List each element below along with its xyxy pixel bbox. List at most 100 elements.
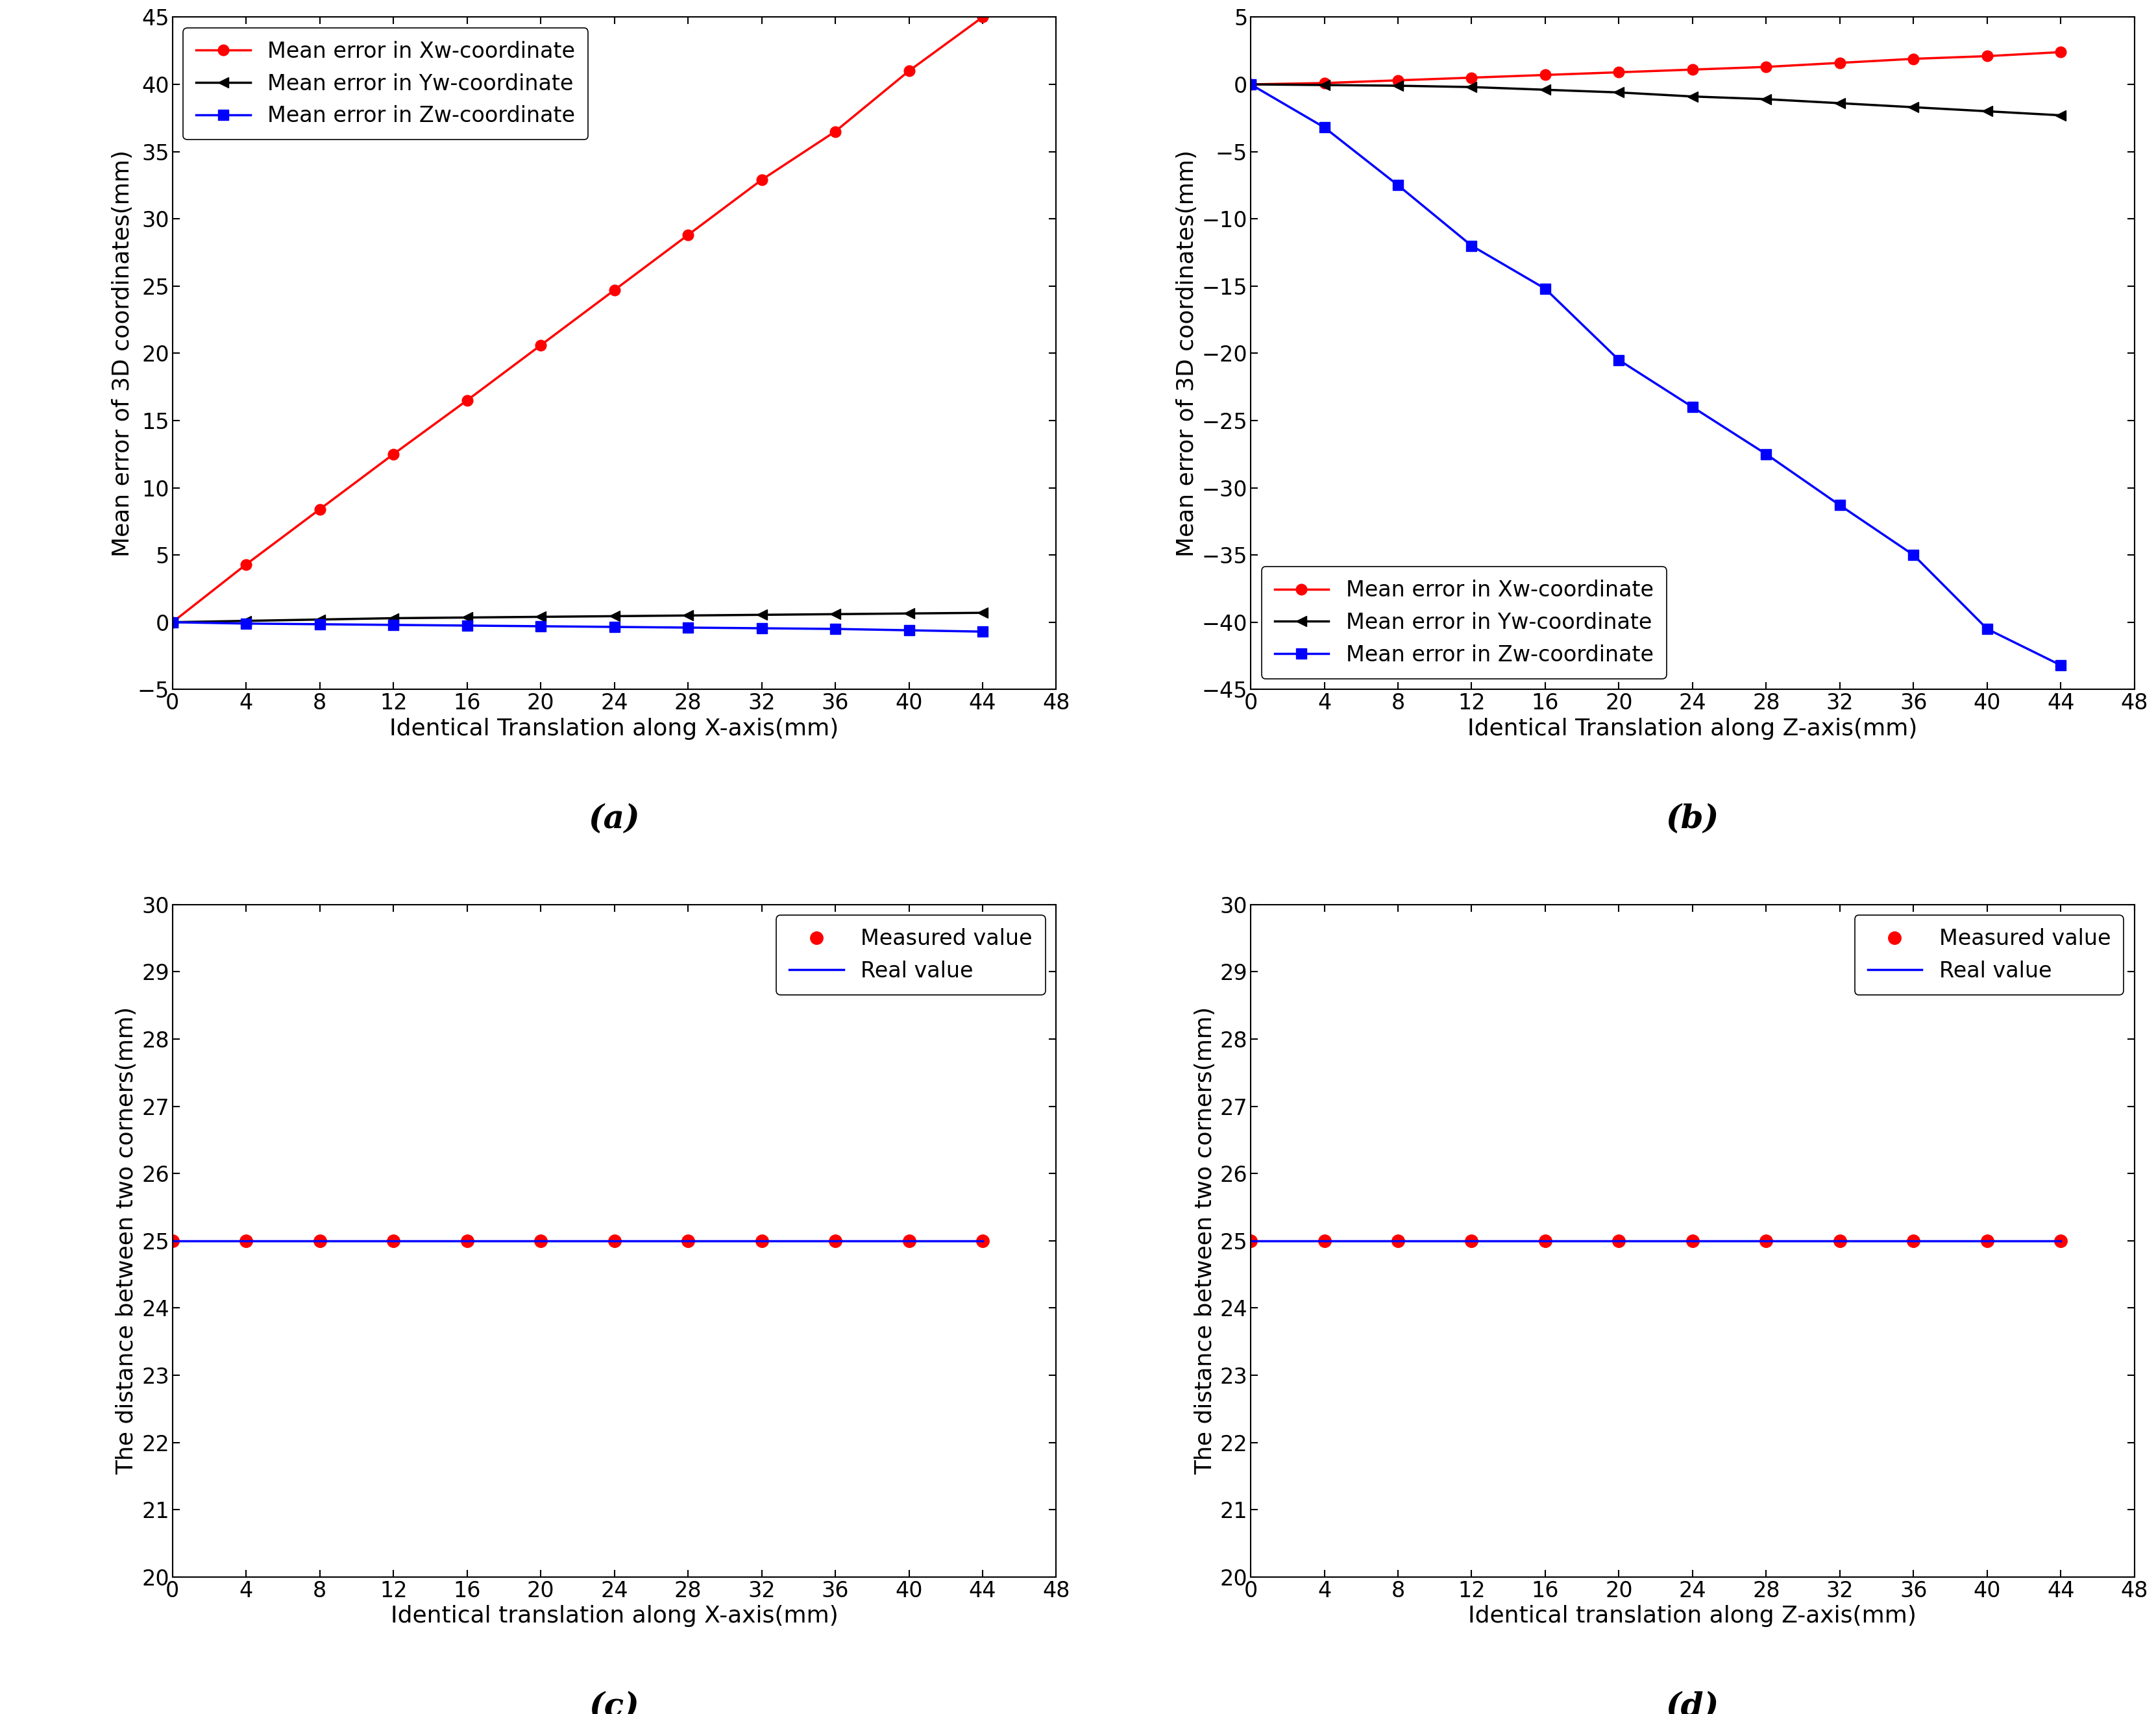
Mean error in Xw-coordinate [455,391,481,411]
Mean error in Xw-coordinate [821,122,847,142]
Measured value [1606,1231,1632,1251]
Real value [1384,1231,1410,1251]
Legend: Mean error in Xw-coordinate, Mean error in Yw-coordinate, Mean error in Zw-coord: Mean error in Xw-coordinate, Mean error … [1261,567,1667,679]
Mean error in Yw-coordinate [455,607,481,627]
Real value [675,1231,701,1251]
Real value [1606,1231,1632,1251]
Legend: Measured value, Real value: Measured value, Real value [776,915,1046,996]
Mean error in Yw-coordinate [2048,105,2074,125]
Real value [455,1231,481,1251]
Mean error in Yw-coordinate [821,603,847,624]
X-axis label: Identical Translation along Z-axis(mm): Identical Translation along Z-axis(mm) [1468,718,1917,740]
Line: Mean error in Xw-coordinate: Mean error in Xw-coordinate [166,12,987,627]
Mean error in Yw-coordinate [233,610,259,631]
Mean error in Xw-coordinate [1384,70,1410,91]
Measured value [897,1231,923,1251]
Y-axis label: The distance between two corners(mm): The distance between two corners(mm) [1194,1006,1216,1474]
Mean error in Xw-coordinate [160,612,185,632]
Text: (d): (d) [1667,1692,1718,1714]
Real value [2048,1231,2074,1251]
Line: Mean error in Zw-coordinate: Mean error in Zw-coordinate [166,617,987,638]
Measured value [1460,1231,1485,1251]
Mean error in Zw-coordinate [2048,655,2074,675]
Real value [1533,1231,1559,1251]
Mean error in Zw-coordinate [1753,444,1779,464]
Mean error in Yw-coordinate [1533,79,1559,99]
Mean error in Yw-coordinate [528,607,554,627]
Mean error in Zw-coordinate [160,612,185,632]
Real value [379,1231,405,1251]
Mean error in Yw-coordinate [970,603,996,624]
Measured value [1311,1231,1337,1251]
Mean error in Zw-coordinate [455,615,481,636]
Measured value [1384,1231,1410,1251]
Mean error in Yw-coordinate [379,608,405,629]
Mean error in Zw-coordinate [379,615,405,636]
Mean error in Zw-coordinate [970,622,996,643]
Mean error in Xw-coordinate [1460,67,1485,87]
Y-axis label: Mean error of 3D coordinates(mm): Mean error of 3D coordinates(mm) [1175,149,1199,557]
Measured value [1975,1231,2001,1251]
Line: Measured value: Measured value [1244,1234,2068,1248]
Measured value [602,1231,627,1251]
Mean error in Xw-coordinate [1311,72,1337,93]
Mean error in Yw-coordinate [1902,98,1927,118]
Mean error in Zw-coordinate [1826,495,1852,516]
Real value [970,1231,996,1251]
Real value [1238,1231,1263,1251]
Measured value [455,1231,481,1251]
Measured value [2048,1231,2074,1251]
Mean error in Zw-coordinate [1238,74,1263,94]
X-axis label: Identical translation along Z-axis(mm): Identical translation along Z-axis(mm) [1468,1604,1917,1627]
X-axis label: Identical Translation along X-axis(mm): Identical Translation along X-axis(mm) [390,718,839,740]
Real value [897,1231,923,1251]
Real value [1975,1231,2001,1251]
Text: (b): (b) [1667,804,1718,835]
Measured value [1826,1231,1852,1251]
Mean error in Xw-coordinate [1975,46,2001,67]
Line: Mean error in Xw-coordinate: Mean error in Xw-coordinate [1246,46,2065,89]
Mean error in Xw-coordinate [233,554,259,574]
Real value [160,1231,185,1251]
Real value [1902,1231,1927,1251]
Mean error in Xw-coordinate [1826,53,1852,74]
Measured value [675,1231,701,1251]
Mean error in Yw-coordinate [748,605,774,626]
Measured value [1753,1231,1779,1251]
Mean error in Zw-coordinate [1311,117,1337,137]
Mean error in Yw-coordinate [1606,82,1632,103]
Mean error in Zw-coordinate [306,614,332,634]
Measured value [821,1231,847,1251]
Mean error in Yw-coordinate [1975,101,2001,122]
Real value [821,1231,847,1251]
Mean error in Yw-coordinate [160,612,185,632]
Real value [1460,1231,1485,1251]
Mean error in Xw-coordinate [1753,57,1779,77]
Line: Mean error in Yw-coordinate: Mean error in Yw-coordinate [166,607,987,627]
Measured value [748,1231,774,1251]
Mean error in Zw-coordinate [675,617,701,638]
Measured value [379,1231,405,1251]
Real value [602,1231,627,1251]
Mean error in Xw-coordinate [675,225,701,245]
Mean error in Xw-coordinate [970,7,996,27]
Line: Mean error in Yw-coordinate: Mean error in Yw-coordinate [1246,79,2065,120]
Mean error in Zw-coordinate [1680,398,1705,418]
Mean error in Xw-coordinate [748,170,774,190]
Legend: Mean error in Xw-coordinate, Mean error in Yw-coordinate, Mean error in Zw-coord: Mean error in Xw-coordinate, Mean error … [183,27,589,141]
Mean error in Xw-coordinate [2048,41,2074,62]
Real value [233,1231,259,1251]
Real value [1826,1231,1852,1251]
Measured value [306,1231,332,1251]
Mean error in Yw-coordinate [1238,74,1263,94]
Mean error in Yw-coordinate [1826,93,1852,113]
Mean error in Yw-coordinate [1753,89,1779,110]
Mean error in Zw-coordinate [748,619,774,639]
Mean error in Xw-coordinate [602,279,627,300]
Mean error in Yw-coordinate [1680,86,1705,106]
Real value [1680,1231,1705,1251]
Mean error in Xw-coordinate [528,334,554,355]
Mean error in Yw-coordinate [675,605,701,626]
Mean error in Zw-coordinate [821,619,847,639]
Real value [1311,1231,1337,1251]
